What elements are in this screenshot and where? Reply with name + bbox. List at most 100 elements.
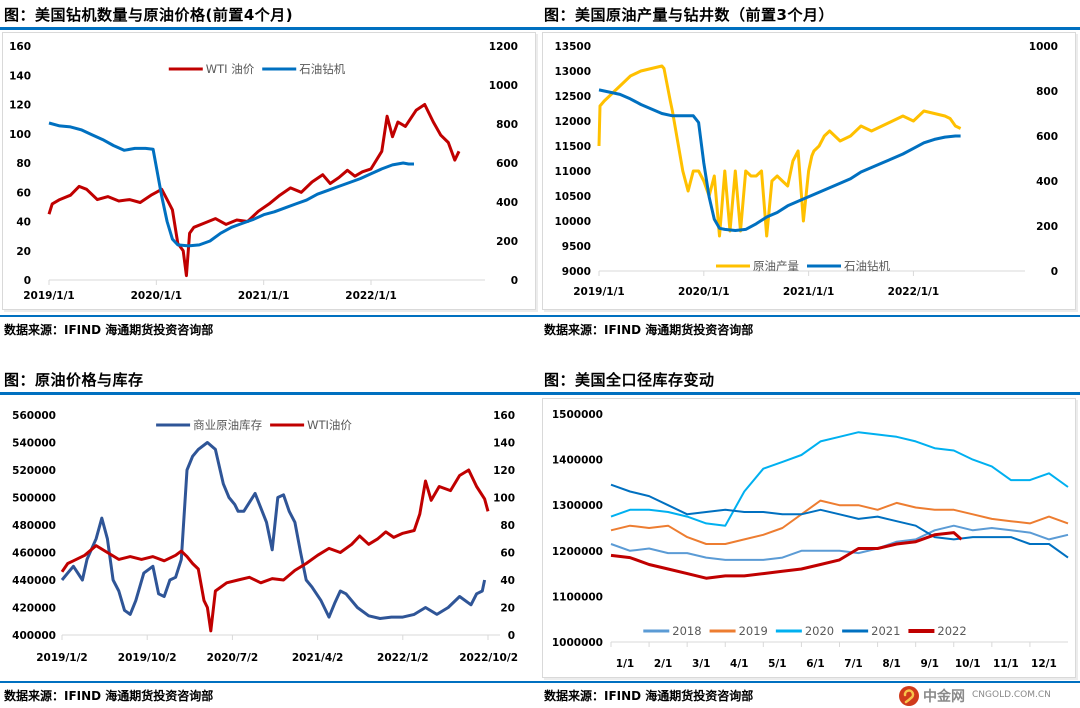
title-rule xyxy=(540,27,1080,30)
watermark-subtext: CNGOLD.COM.CN xyxy=(972,690,1051,700)
data-source: 数据来源：IFIND 海通期货投资咨询部 xyxy=(544,689,754,703)
y-right-tick-label: 100 xyxy=(493,493,515,505)
legend-label: 2022 xyxy=(937,624,966,638)
watermark-logo-icon xyxy=(899,686,919,706)
y-left-tick-label: 13000 xyxy=(554,66,591,78)
series-line-4 xyxy=(610,531,963,580)
x-tick-label: 2022/1/1 xyxy=(888,286,940,298)
y-right-tick-label: 40 xyxy=(500,575,515,587)
x-tick-label: 2021/1/1 xyxy=(783,286,835,298)
y-right-tick-label: 1000 xyxy=(1029,41,1058,53)
y-left-tick-label: 100 xyxy=(9,129,31,141)
x-tick-label: 9/1 xyxy=(920,658,938,670)
panel-production-vs-rigs: 图：美国原油产量与钻井数（前置3个月） 9000 9500 10000 10500 11… xyxy=(540,0,1080,345)
x-tick-label: 2020/1/1 xyxy=(678,286,730,298)
watermark: 中金网 CNGOLD.COM.CN xyxy=(898,685,1078,707)
x-tick-label: 2020/1/1 xyxy=(131,290,183,302)
x-tick-label: 2021/4/2 xyxy=(292,652,344,664)
chart-title: 图：美国全口径库存变动 xyxy=(544,371,715,389)
y-left-tick-label: 12500 xyxy=(554,91,591,103)
panel-total-inventory: 图：美国全口径库存变动 1000000 1100000 1200000 1300000… xyxy=(540,365,1080,708)
y-left-tick-label: 9000 xyxy=(562,266,591,278)
y-right-tick-label: 200 xyxy=(496,236,518,248)
legend-label: 2021 xyxy=(871,624,900,638)
x-tick-label: 11/1 xyxy=(993,658,1019,670)
x-tick-label: 4/1 xyxy=(730,658,748,670)
watermark-text: 中金网 xyxy=(923,689,965,705)
y-left-tick-label: 60 xyxy=(16,187,31,199)
y-left-tick-label: 80 xyxy=(16,158,31,170)
y-left-tick-label: 10000 xyxy=(554,216,591,228)
footer-rule xyxy=(540,681,1080,683)
panel-price-vs-inventory: 图：原油价格与库存 400000 420000 440000 460000 480000… xyxy=(0,365,540,708)
y-left-tick-label: 460000 xyxy=(12,548,56,560)
y-right-tick-label: 600 xyxy=(496,158,518,170)
chart-title: 图：美国钻机数量与原油价格(前置4个月) xyxy=(4,6,294,24)
legend: 商业原油库存 WTI油价 xyxy=(156,418,352,432)
series-line-1 xyxy=(48,121,414,248)
legend: WTI 油价 石油钻机 xyxy=(168,62,346,76)
y-left-tick-label: 11500 xyxy=(554,141,591,153)
chart-price-vs-inventory: 400000 420000 440000 460000 480000 500000 5200… xyxy=(12,410,518,664)
chart-total-inventory: 1000000 1100000 1200000 1300000 1400000 15000… xyxy=(552,409,1069,670)
y-left-tick-label: 1000000 xyxy=(552,637,603,649)
y-left-tick-label: 1500000 xyxy=(552,409,603,421)
chart-rigs-vs-price: 0 20 40 60 80 100 120 140 160 0 200 400 600 800 1000 12… xyxy=(9,41,518,302)
series-line-0 xyxy=(597,64,962,238)
legend-label: 石油钻机 xyxy=(844,259,890,273)
x-tick-label: 5/1 xyxy=(768,658,786,670)
y-right-tick-label: 800 xyxy=(1036,86,1058,98)
y-left-tick-label: 0 xyxy=(24,275,31,287)
x-tick-label: 8/1 xyxy=(882,658,900,670)
chart-frame: 1000000 1100000 1200000 1300000 1400000 15000… xyxy=(542,398,1076,678)
series-line-0 xyxy=(60,441,487,620)
y-left-tick-label: 140 xyxy=(9,70,31,82)
data-source: 数据来源：IFIND 海通期货投资咨询部 xyxy=(544,323,754,337)
series-line-0 xyxy=(47,103,461,278)
legend-label: 原油产量 xyxy=(753,259,799,273)
y-left-tick-label: 40 xyxy=(16,217,31,229)
footer-rule xyxy=(0,315,540,317)
x-tick-label: 2020/7/2 xyxy=(207,652,259,664)
y-right-tick-label: 160 xyxy=(493,410,515,422)
y-left-tick-label: 520000 xyxy=(12,465,56,477)
y-left-tick-label: 560000 xyxy=(12,410,56,422)
y-right-tick-label: 200 xyxy=(1036,221,1058,233)
y-right-tick-label: 800 xyxy=(496,119,518,131)
data-source: 数据来源：IFIND 海通期货投资咨询部 xyxy=(4,323,214,337)
y-left-tick-label: 20 xyxy=(16,246,31,258)
legend: 原油产量 石油钻机 xyxy=(716,259,890,273)
y-right-tick-label: 1000 xyxy=(489,80,518,92)
chart-frame: 9000 9500 10000 10500 11000 11500 12000 12500 13… xyxy=(542,32,1076,310)
y-left-tick-label: 160 xyxy=(9,41,31,53)
y-right-tick-label: 0 xyxy=(1051,266,1058,278)
legend-label: 2018 xyxy=(672,624,701,638)
y-left-tick-label: 13500 xyxy=(554,41,591,53)
x-tick-label: 10/1 xyxy=(955,658,981,670)
y-right-tick-label: 60 xyxy=(500,548,515,560)
legend-label: 石油钻机 xyxy=(299,62,345,76)
x-tick-label: 2021/1/1 xyxy=(238,290,290,302)
x-tick-label: 2022/1/2 xyxy=(377,652,429,664)
y-left-tick-label: 540000 xyxy=(12,438,56,450)
y-right-tick-label: 0 xyxy=(511,275,518,287)
chart-title: 图：原油价格与库存 xyxy=(4,371,144,389)
y-left-tick-label: 1200000 xyxy=(552,546,603,558)
y-right-tick-label: 400 xyxy=(1036,176,1058,188)
y-right-tick-label: 600 xyxy=(1036,131,1058,143)
chart-frame: 400000 420000 440000 460000 480000 500000 5200… xyxy=(0,399,535,669)
x-tick-label: 2022/1/1 xyxy=(345,290,397,302)
y-right-tick-label: 0 xyxy=(508,630,515,642)
y-left-tick-label: 480000 xyxy=(12,520,56,532)
series-line-0 xyxy=(610,524,1069,561)
y-left-tick-label: 420000 xyxy=(12,603,56,615)
x-tick-label: 1/1 xyxy=(616,658,634,670)
y-left-tick-label: 1400000 xyxy=(552,455,603,467)
footer-rule xyxy=(0,681,540,683)
series-line-1 xyxy=(598,88,961,232)
y-right-tick-label: 80 xyxy=(500,520,515,532)
legend-label: 2019 xyxy=(739,624,768,638)
panel-rigs-vs-price: 图：美国钻机数量与原油价格(前置4个月) 0 20 40 60 80 100 120 140 1… xyxy=(0,0,540,345)
y-left-tick-label: 1300000 xyxy=(552,500,603,512)
series-line-3 xyxy=(610,483,1069,559)
